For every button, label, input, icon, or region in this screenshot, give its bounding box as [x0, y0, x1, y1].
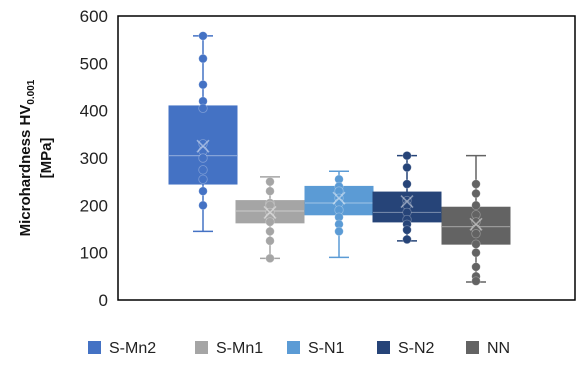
legend-label: S-N2: [398, 340, 435, 357]
y-axis-label-unit: [MPa]: [38, 138, 55, 179]
plot-frame: [117, 15, 576, 301]
legend-item-s-n1: S-N1: [287, 340, 345, 357]
data-point: [198, 79, 208, 90]
legend-label: S-N1: [308, 340, 345, 357]
mean-marker: [469, 217, 483, 231]
y-tick-label: 500: [80, 54, 108, 73]
data-point: [471, 188, 481, 199]
data-point: [334, 226, 344, 237]
data-point: [198, 153, 208, 163]
data-point: [198, 53, 208, 64]
data-point: [198, 186, 208, 196]
legend-item-s-mn1: S-Mn1: [195, 340, 263, 357]
data-point: [402, 179, 412, 189]
y-axis-label-subscript: 0.001: [26, 79, 37, 104]
y-tick-label: 600: [80, 7, 108, 26]
legend-label: S-Mn1: [216, 340, 263, 357]
data-point: [471, 239, 481, 249]
y-tick-label: 300: [80, 149, 108, 168]
data-point: [265, 236, 275, 246]
box-nn: [441, 154, 511, 286]
y-tick-label: 200: [80, 196, 108, 215]
data-point: [198, 200, 208, 211]
y-tick-label: 100: [80, 244, 108, 263]
data-point: [471, 247, 481, 258]
legend-item-s-mn2: S-Mn2: [88, 340, 156, 357]
box-s-mn2: [168, 31, 238, 233]
data-point: [198, 31, 208, 41]
data-point: [471, 262, 481, 272]
data-point: [265, 186, 275, 196]
y-axis-label-main: Microhardness HV: [17, 105, 34, 237]
data-point: [402, 225, 412, 235]
y-tick-label: 0: [99, 291, 108, 310]
data-point: [198, 165, 208, 175]
mean-marker: [332, 191, 346, 205]
data-point: [471, 200, 481, 211]
legend-swatch: [377, 341, 390, 354]
data-point: [471, 179, 481, 189]
data-point: [471, 229, 481, 239]
y-tick-label: 400: [80, 102, 108, 121]
data-point: [265, 176, 275, 187]
data-point: [265, 217, 275, 227]
box-s-mn1: [235, 176, 305, 264]
legend-swatch: [466, 341, 479, 354]
data-point: [198, 103, 208, 114]
mean-marker: [263, 205, 277, 219]
legend-swatch: [287, 341, 300, 354]
legend-label: S-Mn2: [109, 340, 156, 357]
legend-item-s-n2: S-N2: [377, 340, 435, 357]
data-point: [402, 150, 412, 161]
data-point: [198, 174, 208, 185]
data-point: [402, 162, 412, 173]
data-point: [265, 226, 275, 237]
legend-swatch: [88, 341, 101, 354]
y-axis-label: Microhardness HV0.001: [17, 79, 37, 236]
box-s-n2: [372, 150, 442, 245]
mean-marker: [196, 139, 210, 153]
data-point: [471, 276, 481, 286]
box-s-n1: [304, 170, 374, 259]
data-point: [265, 253, 275, 264]
legend-item-nn: NN: [466, 340, 510, 357]
legend-label: NN: [487, 340, 510, 357]
mean-marker: [400, 194, 414, 209]
data-point: [402, 234, 412, 245]
legend-swatch: [195, 341, 208, 354]
